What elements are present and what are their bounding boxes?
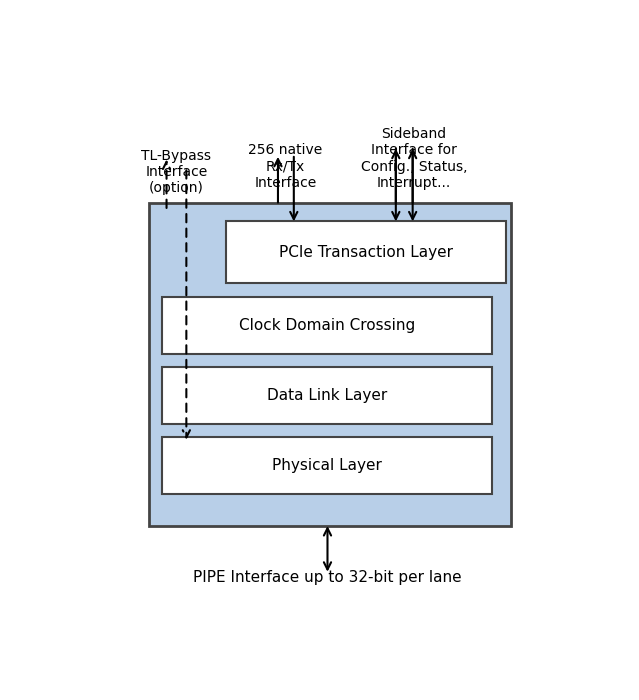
Text: Clock Domain Crossing: Clock Domain Crossing (239, 318, 415, 332)
Text: 256 native
Rx/Tx
Interface: 256 native Rx/Tx Interface (249, 144, 323, 190)
Bar (162, 367, 493, 424)
Text: PIPE Interface up to 32-bit per lane: PIPE Interface up to 32-bit per lane (193, 570, 462, 584)
Text: Physical Layer: Physical Layer (272, 458, 382, 472)
Text: PCIe Transaction Layer: PCIe Transaction Layer (279, 245, 453, 260)
Text: Data Link Layer: Data Link Layer (267, 388, 387, 402)
Bar (162, 437, 493, 494)
Bar (226, 221, 506, 284)
Text: Sideband
Interface for
Config., Status,
Interrupt...: Sideband Interface for Config., Status, … (361, 127, 467, 190)
Bar (162, 297, 493, 354)
Bar (150, 202, 511, 526)
Text: TL-Bypass
Interface
(option): TL-Bypass Interface (option) (141, 148, 212, 195)
